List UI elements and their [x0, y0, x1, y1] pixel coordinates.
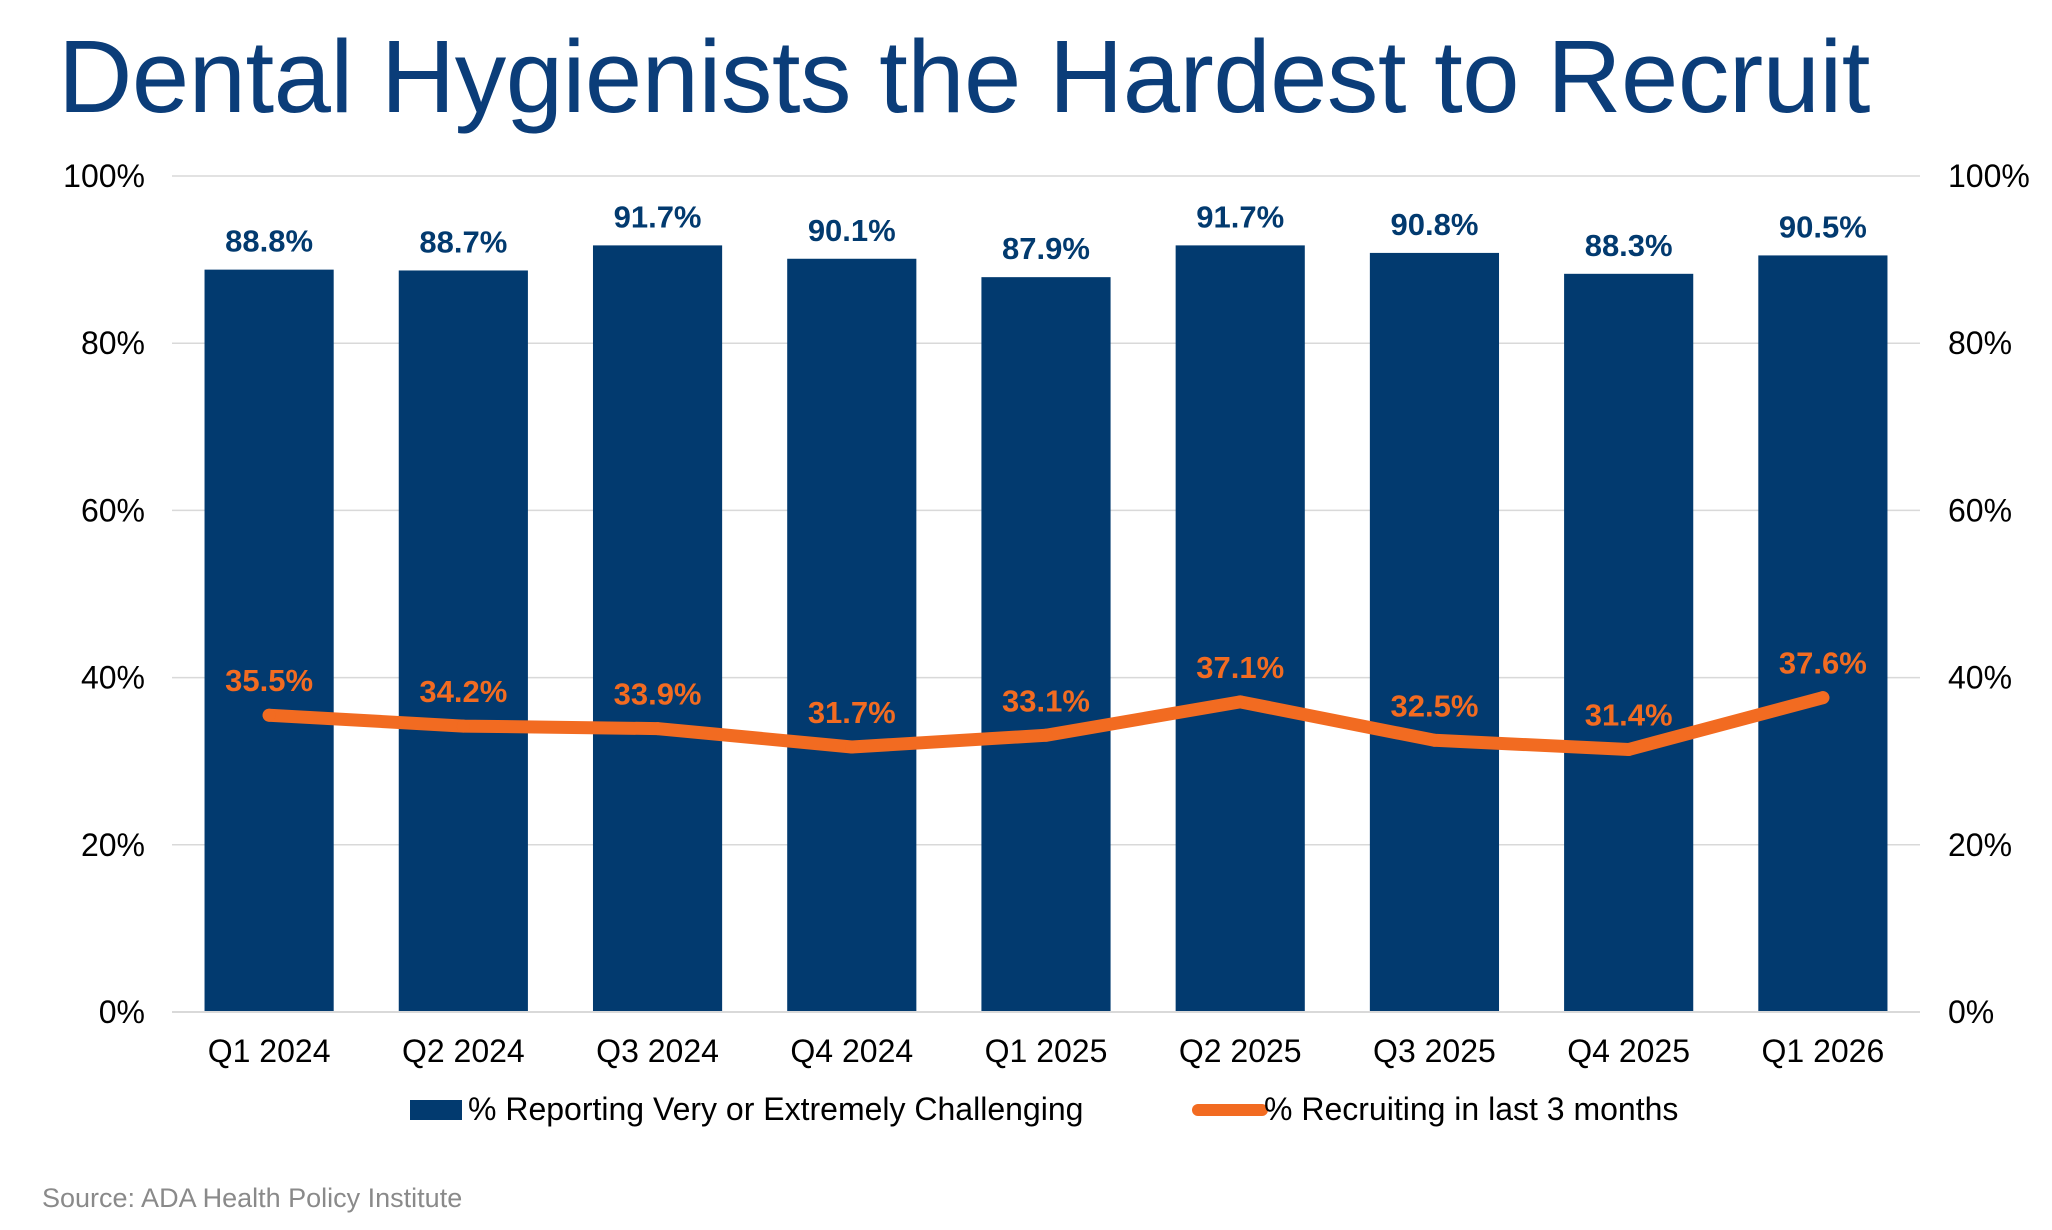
bar [787, 258, 917, 1012]
x-tick-label: Q1 2024 [208, 1033, 331, 1069]
y-tick-label-left: 20% [81, 827, 145, 863]
y-tick-label-right: 20% [1948, 827, 2012, 863]
legend-bar-swatch [410, 1100, 462, 1120]
source-note: Source: ADA Health Policy Institute [42, 1183, 463, 1213]
bar-data-label: 88.3% [1585, 228, 1673, 263]
bar-data-label: 91.7% [1196, 199, 1284, 234]
bar-data-label: 91.7% [614, 199, 702, 234]
bar-series [204, 245, 1888, 1013]
y-tick-label-right: 60% [1948, 492, 2012, 528]
y-tick-label-left: 60% [81, 492, 145, 528]
x-tick-label: Q3 2025 [1373, 1033, 1496, 1069]
bar-data-label: 88.7% [419, 224, 507, 259]
line-point [1427, 733, 1441, 747]
line-point [651, 722, 665, 736]
bar [1758, 255, 1888, 1013]
y-axis-right: 0% 20% 40% 60% 80% 100% [1948, 158, 2030, 1030]
line-data-label: 33.1% [1002, 683, 1090, 718]
y-tick-label-left: 40% [81, 660, 145, 696]
x-tick-label: Q3 2024 [596, 1033, 719, 1069]
bar [1369, 252, 1500, 1013]
bar [204, 269, 334, 1013]
x-tick-label: Q1 2026 [1762, 1033, 1885, 1069]
bar [592, 245, 723, 1012]
y-tick-label-left: 100% [63, 158, 145, 194]
legend-bar-label: % Reporting Very or Extremely Challengin… [468, 1091, 1083, 1127]
bar-data-label: 90.5% [1779, 209, 1867, 244]
bar-data-label: 87.9% [1002, 231, 1090, 266]
line-data-label: 31.4% [1585, 697, 1673, 732]
line-point [1622, 742, 1636, 756]
bar [1175, 245, 1305, 1012]
y-axis-left: 0% 20% 40% 60% 80% 100% [63, 158, 145, 1030]
bar [981, 277, 1111, 1012]
bar-data-labels: 88.8% 88.7% 91.7% 90.1% 87.9% 91.7% 90.8% 88.3%… [225, 199, 1867, 266]
line-point [1233, 695, 1247, 709]
bar [1564, 273, 1694, 1012]
chart: 0% 20% 40% 60% 80% 100% 0% 20% 40% 60% 80% 100% Q1… [63, 158, 2030, 1127]
y-tick-label-right: 100% [1948, 158, 2030, 194]
y-tick-label-right: 80% [1948, 325, 2012, 361]
chart-title: Dental Hygienists the Hardest to Recruit [58, 19, 1870, 134]
bar-data-label: 90.1% [808, 213, 896, 248]
legend-line-label: % Recruiting in last 3 months [1264, 1091, 1678, 1127]
x-tick-label: Q2 2024 [402, 1033, 525, 1069]
line-data-labels: 35.5% 34.2% 33.9% 31.7% 33.1% 37.1% 32.5% 31.4%… [225, 646, 1867, 733]
line-point [845, 740, 859, 754]
line-data-label: 37.1% [1196, 650, 1284, 685]
x-tick-label: Q1 2025 [985, 1033, 1108, 1069]
line-data-label: 31.7% [808, 695, 896, 730]
bar [398, 270, 528, 1012]
y-tick-label-right: 40% [1948, 660, 2012, 696]
y-tick-label-left: 0% [99, 994, 145, 1030]
x-tick-label: Q4 2025 [1567, 1033, 1690, 1069]
line-point [1816, 691, 1830, 705]
x-axis: Q1 2024 Q2 2024 Q3 2024 Q4 2024 Q1 2025 Q2 20… [172, 1011, 1920, 1069]
line-data-label: 37.6% [1779, 646, 1867, 681]
bar-data-label: 90.8% [1390, 207, 1478, 242]
line-series [262, 691, 1830, 756]
line-data-label: 33.9% [614, 677, 702, 712]
bar-data-label: 88.8% [225, 224, 313, 259]
line-point [262, 708, 276, 722]
line-point [456, 719, 470, 733]
line-data-label: 32.5% [1390, 688, 1478, 723]
x-tick-label: Q4 2024 [790, 1033, 913, 1069]
line-data-label: 35.5% [225, 663, 313, 698]
legend: % Reporting Very or Extremely Challengin… [410, 1091, 1678, 1127]
line-data-label: 34.2% [419, 674, 507, 709]
y-tick-label-left: 80% [81, 325, 145, 361]
y-tick-label-right: 0% [1948, 994, 1994, 1030]
x-tick-label: Q2 2025 [1179, 1033, 1302, 1069]
line-point [1039, 728, 1053, 742]
